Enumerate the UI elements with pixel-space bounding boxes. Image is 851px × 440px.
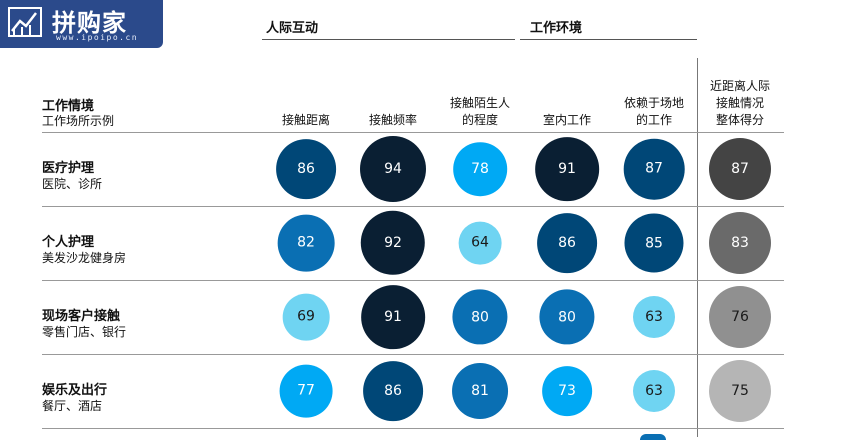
row-title-customer-contact: 现场客户接触	[42, 309, 121, 324]
score-bubble: 86	[363, 361, 423, 421]
score-bubble: 81	[452, 363, 508, 419]
score-bubble: 73	[542, 366, 592, 416]
score-bubble: 83	[709, 212, 771, 274]
table-divider	[42, 132, 784, 133]
overall-divider	[697, 58, 698, 437]
score-bubble: 76	[709, 286, 771, 348]
table-divider	[42, 354, 784, 355]
column-header-overall-score: 近距离人际 接触情况 整体得分	[709, 79, 770, 127]
logo-text: 拼购家	[52, 9, 127, 37]
score-bubble: 69	[282, 293, 330, 341]
table-divider	[42, 280, 784, 281]
logo-url: www.ipoipo.cn	[56, 33, 139, 42]
table-divider	[42, 428, 784, 429]
header-subtitle: 工作场所示例	[42, 114, 115, 128]
header-title: 工作情境	[42, 99, 95, 114]
score-bubble: 87	[709, 138, 771, 200]
score-bubble: 85	[624, 213, 684, 273]
table-divider	[42, 206, 784, 207]
score-bubble: 80	[539, 289, 595, 345]
score-bubble: 80	[452, 289, 508, 345]
score-bubble: 78	[453, 142, 507, 196]
score-bubble: 86	[276, 139, 336, 199]
column-header-frequency: 接触频率	[368, 113, 417, 127]
group-title-environment: 工作环境	[530, 21, 583, 36]
score-bubble: 63	[633, 370, 675, 412]
row-title-medical: 医疗护理	[42, 161, 95, 176]
column-header-site-dependent: 依赖于场地 的工作	[623, 96, 684, 127]
group-underline-environment	[520, 39, 697, 40]
group-title-interaction: 人际互动	[266, 21, 319, 36]
row-subtitle-medical: 医院、诊所	[42, 177, 103, 191]
score-bubble: 63	[633, 296, 675, 338]
score-bubble: 92	[360, 210, 426, 276]
score-bubble: 94	[360, 136, 426, 202]
partial-bubble	[640, 434, 666, 440]
column-header-strangers: 接触陌生人 的程度	[449, 96, 510, 127]
score-bubble: 75	[709, 360, 771, 422]
score-bubble: 86	[537, 213, 597, 273]
logo-watermark: 拼购家 www.ipoipo.cn	[0, 0, 163, 48]
row-title-leisure-travel: 娱乐及出行	[42, 383, 108, 398]
group-underline-interaction	[262, 39, 515, 40]
row-subtitle-customer-contact: 零售门店、银行	[42, 325, 127, 339]
score-bubble: 91	[361, 285, 425, 349]
score-bubble: 91	[535, 137, 599, 201]
score-bubble: 82	[277, 214, 335, 272]
chart-logo-icon	[8, 7, 42, 37]
column-header-distance: 接触距离	[281, 113, 330, 127]
score-bubble: 77	[279, 364, 333, 418]
row-title-personal-care: 个人护理	[42, 235, 95, 250]
row-subtitle-personal-care: 美发沙龙健身房	[42, 251, 127, 265]
score-bubble: 87	[623, 138, 685, 200]
score-bubble: 64	[458, 221, 502, 265]
column-header-indoor: 室内工作	[542, 113, 591, 127]
row-subtitle-leisure-travel: 餐厅、酒店	[42, 399, 103, 413]
